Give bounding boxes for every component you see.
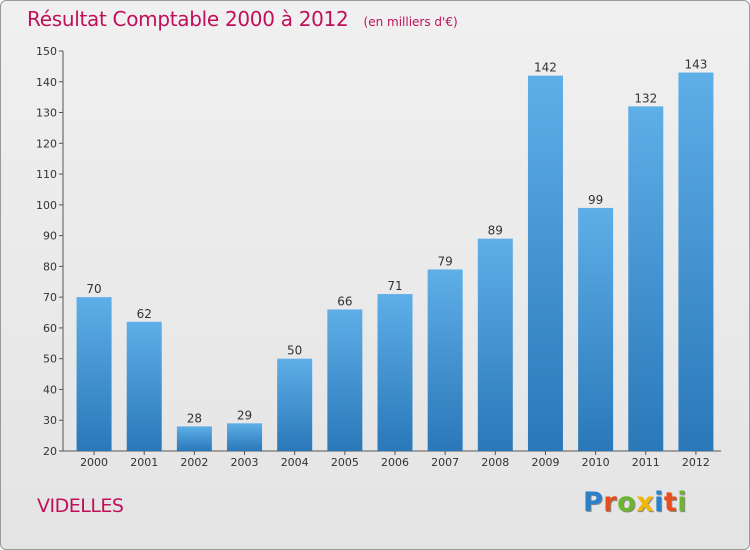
value-label-2011: 132 [634,91,657,105]
y-tick-label: 90 [43,230,57,243]
bar-2004 [277,358,313,451]
x-tick-label-2002: 2002 [180,456,208,469]
y-tick-label: 80 [43,260,57,273]
value-label-2009: 142 [534,61,557,75]
axes: 20 30 40 50 60 70 80 90 100 110 120 130 140 150 [36,45,721,458]
value-label-2005: 66 [337,294,352,308]
logo-letter-6: i [677,487,688,518]
logo-letter-1: r [603,487,618,518]
bar-2003 [227,423,263,451]
bars-group [76,72,714,452]
bar-2011 [628,106,664,451]
value-label-2002: 28 [187,411,202,425]
y-tick-label: 100 [36,199,57,212]
y-tick-label: 110 [36,168,57,181]
bar-2001 [126,321,162,451]
bar-2000 [76,297,112,451]
logo-letter-5: t [663,487,678,518]
y-tick-label: 130 [36,107,57,120]
value-label-2012: 143 [684,58,707,72]
y-tick-label: 120 [36,137,57,150]
x-tick-label-2000: 2000 [80,456,108,469]
labels-group: 2000 70 2001 62 2002 28 2003 29 2004 50 2005 66 2006… [80,58,710,469]
bar-2005 [327,309,363,451]
x-tick-label-2012: 2012 [682,456,710,469]
logo-letter-2: o [617,487,637,518]
x-tick-label-2010: 2010 [582,456,610,469]
bar-2009 [527,75,563,451]
title-block: Résultat Comptable 2000 à 2012 (en milli… [27,7,458,31]
x-tick-label-2011: 2011 [632,456,660,469]
value-label-2008: 89 [488,224,503,238]
y-tick-label: 70 [43,291,57,304]
proxiti-logo[interactable]: Proxiti [583,487,687,518]
logo-letter-3: x [636,487,655,518]
y-tick-label: 30 [43,414,57,427]
bar-2010 [578,207,614,451]
bar-2002 [176,426,212,451]
y-tick-label: 140 [36,76,57,89]
y-tick-label: 20 [43,445,57,458]
y-tick-label: 50 [43,353,57,366]
value-label-2004: 50 [287,344,302,358]
bar-2008 [477,238,513,451]
x-tick-label-2008: 2008 [481,456,509,469]
value-label-2006: 71 [387,279,402,293]
y-tick-label: 40 [43,383,57,396]
value-label-2000: 70 [86,282,101,296]
y-tick-label: 60 [43,322,57,335]
logo-letter-4: i [654,487,664,518]
bar-2006 [377,294,413,451]
x-tick-label-2006: 2006 [381,456,409,469]
x-tick-label-2004: 2004 [281,456,309,469]
town-name: VIDELLES [37,495,124,517]
value-label-2010: 99 [588,193,603,207]
logo-letter-0: P [583,487,604,518]
x-tick-label-2001: 2001 [130,456,158,469]
value-label-2001: 62 [137,307,152,321]
x-tick-label-2009: 2009 [531,456,559,469]
x-tick-label-2007: 2007 [431,456,459,469]
x-tick-label-2003: 2003 [231,456,259,469]
x-tick-label-2005: 2005 [331,456,359,469]
bar-2012 [678,72,714,452]
bar-2007 [427,269,463,451]
chart-subtitle: (en milliers d'€) [363,15,458,29]
chart-title: Résultat Comptable 2000 à 2012 [27,7,349,31]
y-tick-label: 150 [36,45,57,58]
value-label-2003: 29 [237,408,252,422]
value-label-2007: 79 [438,254,453,268]
